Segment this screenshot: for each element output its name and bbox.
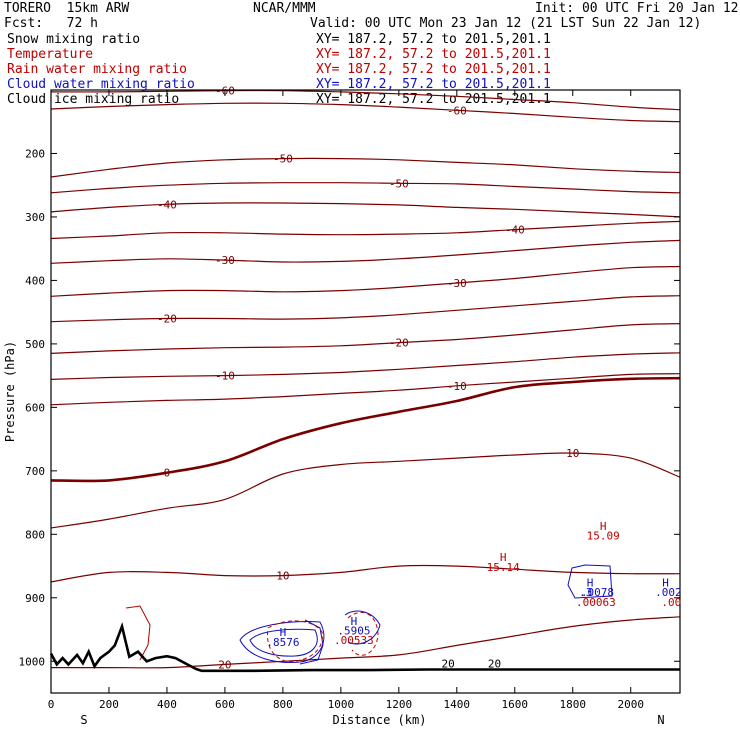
x-tick-label: 1600 [502, 698, 529, 711]
annotation-label: .00063 [576, 596, 616, 609]
header-valid: Valid: 00 UTC Mon 23 Jan 12 (21 LST Sun … [310, 16, 702, 31]
y-tick-label: 1000 [19, 655, 46, 668]
isotherm-line [50, 182, 681, 194]
isotherm-line [50, 265, 681, 297]
cloud-ice-contour [125, 605, 151, 661]
annotation-label: .00 [661, 596, 681, 609]
isotherm-line [50, 102, 681, 123]
isotherm-line [50, 202, 681, 218]
cloud-water-contour [239, 621, 325, 663]
y-axis-label: Pressure (hPa) [3, 341, 17, 442]
annotation-label: .00533 [334, 634, 374, 647]
legend-item: Cloud water mixing ratio [7, 77, 195, 92]
isotherm-line [50, 220, 681, 240]
legend-item: Cloud ice mixing ratio [7, 92, 180, 107]
annotation-label: H [662, 576, 669, 589]
annotation-label: 15.09 [587, 529, 620, 542]
x-tick-label: 200 [99, 698, 119, 711]
legend-xy: XY= 187.2, 57.2 to 201.5,201.1 [316, 47, 551, 62]
isotherm-line [50, 564, 681, 583]
annotation-label: .5905 [337, 625, 370, 638]
cloud-water-contour [299, 619, 324, 665]
header-fcst: Fcst: 72 h [4, 16, 98, 31]
annotation-label: H [587, 576, 594, 589]
annotation-label: .8576 [266, 636, 299, 649]
isotherm-label: 10 [276, 570, 289, 583]
isotherm-line [50, 323, 681, 354]
y-tick-label: 800 [25, 528, 45, 541]
isotherm-line [50, 373, 681, 406]
isotherm-label: 0 [164, 467, 171, 480]
legend-xy: XY= 187.2, 57.2 to 201.5,201.1 [316, 62, 551, 77]
isotherm-label: -20 [157, 313, 177, 326]
plot-frame [50, 89, 681, 694]
annotation-label: .0078 [581, 586, 614, 599]
y-tick-label: 500 [25, 338, 45, 351]
isotherm-line [50, 157, 681, 178]
isotherm-label: -20 [389, 337, 409, 350]
isotherm-label: -10 [215, 370, 235, 383]
isotherm-label: 10 [566, 447, 579, 460]
annotation-label: 15.14 [487, 561, 520, 574]
isotherm-line [50, 295, 681, 323]
isotherm-label: 20 [218, 658, 231, 671]
x-tick-label: 400 [157, 698, 177, 711]
isotherm-line [50, 239, 681, 264]
annotation-label: H [500, 551, 507, 564]
x-tick-label: 600 [215, 698, 235, 711]
y-tick-label: 300 [25, 211, 45, 224]
isotherm-label: -10 [447, 380, 467, 393]
x-tick-label: 1800 [560, 698, 587, 711]
x-tick-label: 1200 [386, 698, 413, 711]
isotherm-label: -40 [157, 198, 177, 211]
legend-xy: XY= 187.2, 57.2 to 201.5,201.1 [316, 77, 551, 92]
annotation-label: 20 [441, 658, 454, 671]
y-tick-label: 200 [25, 147, 45, 160]
y-tick-label: 900 [25, 592, 45, 605]
isotherm-label: -30 [447, 277, 467, 290]
legend-item: Snow mixing ratio [7, 32, 141, 47]
terrain-line [49, 621, 680, 673]
annotation-label: .3 [579, 586, 592, 599]
header-center: NCAR/MMM [253, 1, 316, 16]
x-tick-label: 800 [273, 698, 293, 711]
cloud-water-contour [344, 610, 381, 645]
rain-water-contour [266, 620, 323, 663]
annotation-label: H [351, 615, 358, 628]
x-tick-label: 1000 [328, 698, 355, 711]
annotation-label: .002 [655, 586, 682, 599]
isotherm-label: -60 [447, 104, 467, 117]
x-tick-label: 0 [48, 698, 55, 711]
isotherm-line [50, 89, 681, 111]
header-init: Init: 00 UTC Fri 20 Jan 12 [535, 1, 739, 16]
legend-item: Rain water mixing ratio [7, 62, 188, 77]
x-start-label: S [80, 713, 87, 727]
legend-xy: XY= 187.2, 57.2 to 201.5,201.1 [316, 32, 551, 47]
isotherm-line [50, 616, 681, 669]
x-axis-label: Distance (km) [333, 713, 427, 727]
isotherm-label: -40 [505, 224, 525, 237]
isotherm-line [50, 452, 681, 529]
cloud-water-contour [249, 628, 318, 657]
isotherm-label: -50 [389, 177, 409, 190]
annotation-label: 20 [488, 658, 501, 671]
y-tick-label: 700 [25, 465, 45, 478]
isotherm-label: -50 [273, 153, 293, 166]
cloud-water-contour [567, 564, 613, 599]
header-model: TORERO 15km ARW [4, 1, 130, 16]
x-tick-label: 1400 [444, 698, 471, 711]
isotherm-line [50, 352, 681, 380]
y-tick-label: 600 [25, 401, 45, 414]
legend-item: Temperature [7, 47, 94, 62]
isotherm-label: -30 [215, 254, 235, 267]
y-tick-label: 400 [25, 274, 45, 287]
x-end-label: N [657, 713, 664, 727]
isotherm-line [50, 376, 681, 483]
x-tick-label: 2000 [617, 698, 644, 711]
annotation-label: H [600, 520, 607, 533]
annotation-label: H [280, 626, 287, 639]
